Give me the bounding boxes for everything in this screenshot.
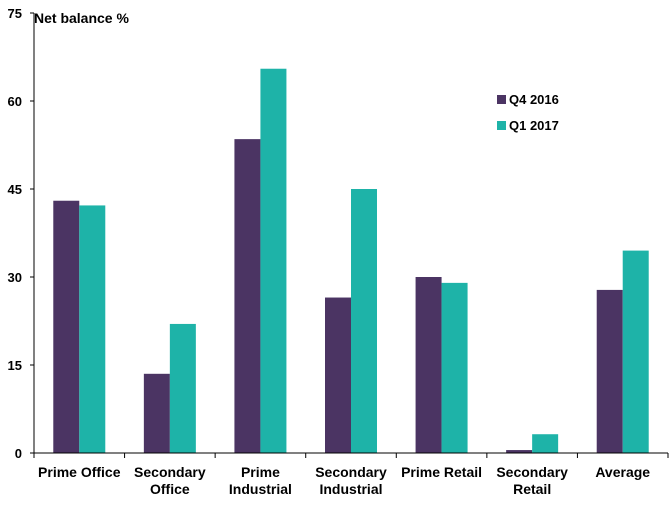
x-tick-label: Average [595,464,650,480]
bar-q1-2017-2 [260,68,287,453]
bar-q4-2016-3 [325,297,351,453]
bar-q1-2017-3 [351,189,377,453]
x-tick-label: Retail [513,481,551,497]
y-tick-label: 15 [8,358,22,373]
bar-q1-2017-0 [79,205,106,453]
y-tick-label: 75 [8,6,22,21]
bar-q4-2016-5 [506,450,533,453]
y-tick-label: 60 [8,94,22,109]
bar-q1-2017-5 [532,434,559,453]
bar-q1-2017-4 [441,282,468,453]
x-tick-label: Prime Office [38,464,121,480]
y-tick-label: 0 [15,446,22,461]
legend-swatch [497,121,506,130]
x-tick-label: Secondary [496,464,568,480]
legend-label: Q4 2016 [509,92,559,107]
x-tick-label: Industrial [229,481,292,497]
bar-q4-2016-0 [53,200,80,453]
bars-layer [53,68,649,453]
bar-q1-2017-6 [622,250,649,453]
x-tick-label: Secondary [315,464,387,480]
x-tick-label: Secondary [134,464,206,480]
legend-swatch [497,95,506,104]
bar-q1-2017-1 [169,323,196,453]
legend: Q4 2016 Q1 2017 [497,92,559,133]
y-tick-label: 30 [8,270,22,285]
legend-label: Q1 2017 [509,118,559,133]
y-tick-label: 45 [8,182,22,197]
bar-q4-2016-1 [143,373,170,453]
x-tick-label: Prime Retail [401,464,482,480]
bar-q4-2016-6 [596,289,623,453]
x-tick-label: Industrial [319,481,382,497]
x-tick-label: Office [150,481,190,497]
y-axis-title: Net balance % [34,10,129,26]
bar-q4-2016-4 [415,277,442,453]
bar-q4-2016-2 [234,139,261,453]
x-tick-label: Prime [241,464,280,480]
